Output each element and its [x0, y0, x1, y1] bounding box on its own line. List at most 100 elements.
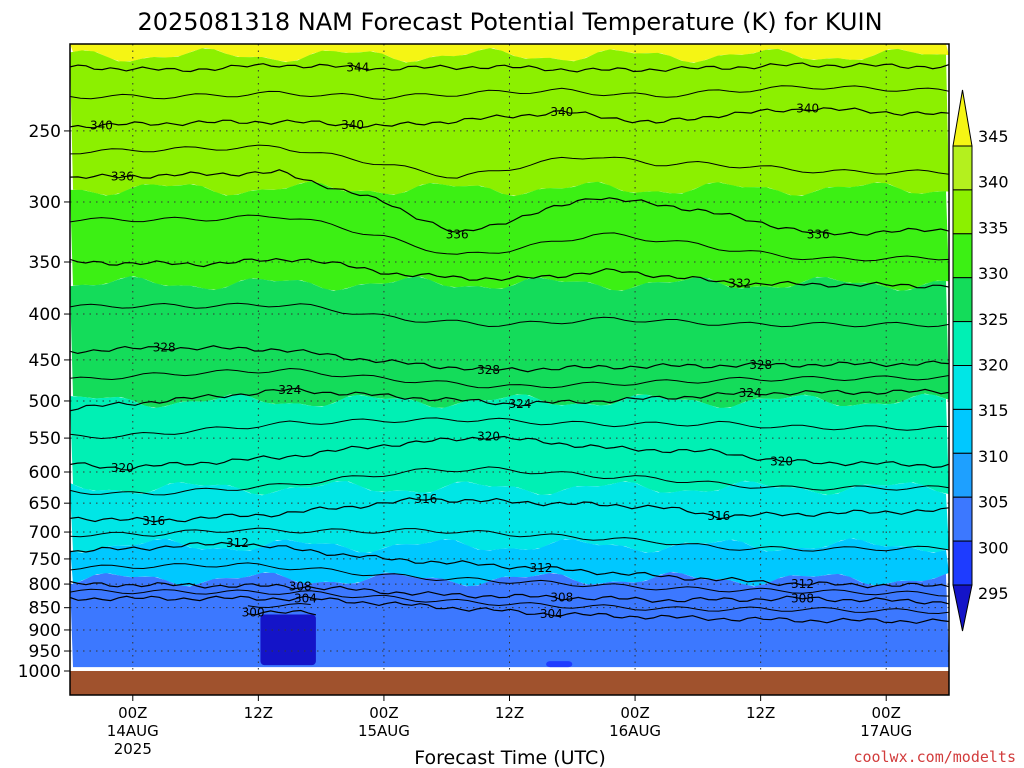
contour-label-text: 312: [226, 536, 249, 550]
cold-pocket-304: [546, 661, 573, 668]
contour-label: 308: [791, 591, 814, 605]
contour-label-text: 312: [791, 577, 814, 591]
x-axis-label: Forecast Time (UTC): [414, 747, 605, 768]
contour-label: 308: [550, 590, 573, 604]
x-tick-label: 00Z: [872, 704, 901, 722]
contour-label: 328: [477, 363, 500, 377]
y-tick-label: 1000: [18, 662, 61, 682]
colorbar-label: 340: [978, 173, 1009, 192]
contour-label: 340: [341, 118, 364, 132]
contour-label: 316: [414, 492, 437, 506]
y-tick-label: 350: [29, 253, 61, 273]
isentrope-328: [70, 345, 949, 373]
isentrope-intermediate: [70, 466, 949, 496]
chart-title: 2025081318 NAM Forecast Potential Temper…: [137, 8, 882, 36]
contour-label-text: 340: [90, 118, 113, 132]
contour-label: 340: [550, 105, 573, 119]
contour-label: 336: [807, 227, 830, 241]
contour-label-text: 320: [477, 430, 500, 444]
y-tick-label: 600: [29, 463, 61, 483]
y-tick-label: 750: [29, 550, 61, 570]
isentrope-320: [70, 435, 949, 471]
isentrope-intermediate: [70, 302, 949, 328]
contour-label: 304: [540, 607, 563, 621]
isentrope-300: [247, 609, 317, 616]
contour-label-text: 312: [529, 561, 552, 575]
y-tick-label: 300: [29, 193, 61, 213]
contour-label-text: 304: [294, 591, 317, 605]
contour-label-text: 328: [477, 363, 500, 377]
contour-label-text: 336: [446, 227, 469, 241]
isentrope-intermediate: [70, 588, 949, 615]
isentrope-324: [70, 387, 949, 412]
y-tick-label: 250: [29, 122, 61, 142]
colorbar-over-arrow: [952, 89, 973, 147]
y-tick-label: 950: [29, 642, 61, 662]
fill-band: [70, 538, 949, 587]
isentrope-intermediate: [247, 602, 311, 609]
contour-label: 316: [707, 509, 730, 523]
contour-label: 324: [509, 397, 532, 411]
contour-label-text: 316: [707, 509, 730, 523]
x-tick-label: 16AUG: [609, 722, 661, 740]
colorbar-box: [952, 189, 973, 235]
contour-label: 328: [153, 341, 176, 355]
colorbar-box: [952, 496, 973, 542]
colorbar-label: 300: [978, 538, 1009, 557]
isentropes: 344 340 340 340 340 336 336 336 332 328 328 328 324 3…: [70, 61, 949, 624]
colorbar-box: [952, 321, 973, 367]
isentrope-340: [70, 107, 949, 129]
contour-label: 308: [289, 579, 312, 593]
isentrope-336: [70, 169, 949, 236]
contour-label-text: 328: [153, 341, 176, 355]
colorbar-box: [952, 540, 973, 586]
y-tick-label: 700: [29, 523, 61, 543]
isentrope-332: [70, 257, 949, 289]
isentrope-intermediate: [70, 214, 949, 262]
contour-label: 320: [477, 430, 500, 444]
contour-label-text: 308: [791, 591, 814, 605]
colorbar-label: 295: [978, 584, 1009, 603]
x-tick-label: 12Z: [244, 704, 273, 722]
grid: [70, 44, 949, 671]
contour-label: 312: [529, 561, 552, 575]
colorbar-box: [952, 408, 973, 454]
contour-label-text: 340: [550, 105, 573, 119]
colorbar-label: 305: [978, 493, 1009, 512]
contour-label-text: 340: [341, 118, 364, 132]
colorbar: 345 340 335 330 325 320 315 310 305 300 295: [952, 89, 1009, 632]
fill-band: [70, 393, 949, 496]
isentrope-intermediate: [70, 367, 949, 389]
colorbar-label: 315: [978, 401, 1009, 420]
contour-label: 340: [796, 101, 819, 115]
fill-band: [70, 481, 949, 554]
y-tick-label: 400: [29, 305, 61, 325]
colorbar-box: [952, 365, 973, 410]
y-tick-label: 650: [29, 494, 61, 514]
y-axis: 2503003504004505005506006507007508008509…: [18, 122, 70, 682]
contour-label: 344: [346, 61, 369, 75]
y-tick-label: 900: [29, 621, 61, 641]
colorbar-under-arrow: [952, 584, 973, 632]
isentrope-intermediate: [70, 562, 949, 597]
isentrope-304: [70, 595, 949, 624]
isentrope-intermediate: [70, 417, 949, 440]
fill-band: [70, 181, 949, 292]
y-tick-label: 800: [29, 575, 61, 595]
contour-label: 300: [242, 605, 265, 619]
contour-label-text: 344: [346, 61, 369, 75]
contour-label: 336: [111, 169, 134, 183]
isentrope-316: [70, 497, 949, 523]
contour-label: 320: [111, 461, 134, 475]
potential-temperature-fill: [70, 44, 949, 668]
colorbar-label: 320: [978, 356, 1009, 375]
contour-label-text: 308: [289, 579, 312, 593]
isentrope-intermediate: [70, 85, 949, 101]
isentrope-312: [70, 541, 949, 589]
contour-label: 328: [749, 358, 772, 372]
y-tick-label: 550: [29, 429, 61, 449]
contour-label: 324: [278, 383, 301, 397]
x-tick-label: 12Z: [746, 704, 775, 722]
credit-text: coolwx.com/modelts: [853, 748, 1016, 766]
